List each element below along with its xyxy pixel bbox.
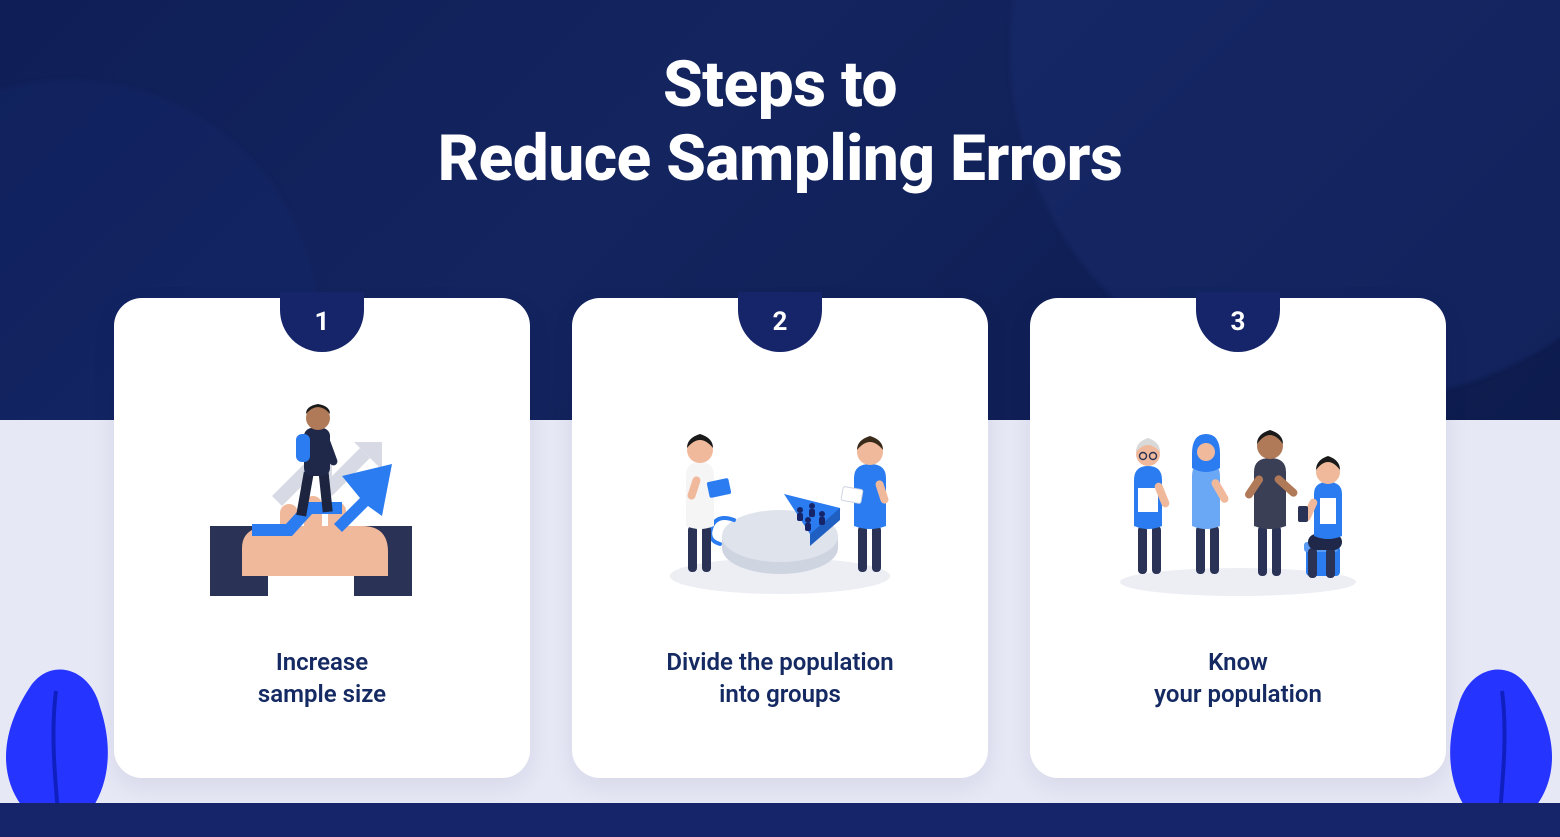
increase-sample-size-icon [192,376,452,606]
divide-population-icon [650,376,910,606]
card-3-number: 3 [1231,307,1246,337]
card-3-illustration [1108,376,1368,606]
card-2-caption-line-1: Divide the population [666,646,893,678]
infographic-title: Steps to Reduce Sampling Errors [0,48,1560,195]
card-1-caption-line-2: sample size [258,678,386,710]
card-1-number: 1 [315,307,330,337]
title-line-1: Steps to [0,48,1560,122]
card-2: 2 [572,298,988,778]
card-1-badge: 1 [280,292,364,352]
footer-band [0,803,1560,837]
card-3-caption: Know your population [1154,646,1322,711]
card-1: 1 [114,298,530,778]
card-2-caption-line-2: into groups [666,678,893,710]
cards-row: 1 [0,298,1560,778]
card-3: 3 [1030,298,1446,778]
card-2-illustration [650,376,910,606]
card-3-caption-line-2: your population [1154,678,1322,710]
know-population-icon [1108,376,1368,606]
card-3-caption-line-1: Know [1154,646,1322,678]
card-2-caption: Divide the population into groups [666,646,893,711]
card-1-caption-line-1: Increase [258,646,386,678]
title-line-2: Reduce Sampling Errors [0,122,1560,196]
card-2-badge: 2 [738,292,822,352]
card-2-number: 2 [773,307,788,337]
card-1-illustration [192,376,452,606]
card-3-badge: 3 [1196,292,1280,352]
card-1-caption: Increase sample size [258,646,386,711]
infographic-canvas: Steps to Reduce Sampling Errors 1 [0,0,1560,837]
